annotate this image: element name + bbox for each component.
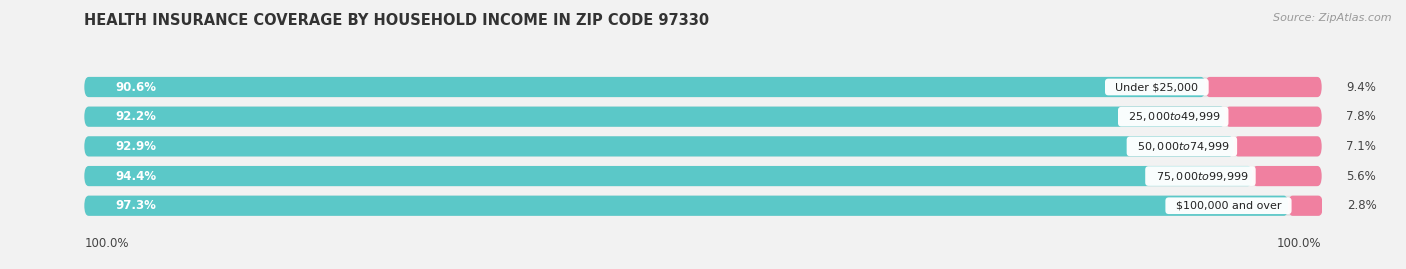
Text: 90.6%: 90.6% xyxy=(115,80,156,94)
Text: 100.0%: 100.0% xyxy=(1277,237,1322,250)
Text: 5.6%: 5.6% xyxy=(1347,169,1376,183)
FancyBboxPatch shape xyxy=(1288,196,1323,216)
FancyBboxPatch shape xyxy=(84,77,1322,97)
FancyBboxPatch shape xyxy=(1253,166,1322,186)
FancyBboxPatch shape xyxy=(1234,136,1322,157)
FancyBboxPatch shape xyxy=(84,107,1225,127)
Text: 7.8%: 7.8% xyxy=(1347,110,1376,123)
FancyBboxPatch shape xyxy=(84,136,1234,157)
FancyBboxPatch shape xyxy=(1205,77,1322,97)
FancyBboxPatch shape xyxy=(84,166,1253,186)
Text: HEALTH INSURANCE COVERAGE BY HOUSEHOLD INCOME IN ZIP CODE 97330: HEALTH INSURANCE COVERAGE BY HOUSEHOLD I… xyxy=(84,13,710,29)
Text: Source: ZipAtlas.com: Source: ZipAtlas.com xyxy=(1274,13,1392,23)
FancyBboxPatch shape xyxy=(84,77,1205,97)
Text: 94.4%: 94.4% xyxy=(115,169,156,183)
FancyBboxPatch shape xyxy=(84,196,1288,216)
Text: 2.8%: 2.8% xyxy=(1347,199,1378,212)
Text: Under $25,000: Under $25,000 xyxy=(1108,82,1205,92)
Legend: With Coverage, Without Coverage: With Coverage, Without Coverage xyxy=(568,264,838,269)
Text: 9.4%: 9.4% xyxy=(1347,80,1376,94)
Text: $25,000 to $49,999: $25,000 to $49,999 xyxy=(1122,110,1225,123)
Text: $50,000 to $74,999: $50,000 to $74,999 xyxy=(1130,140,1234,153)
FancyBboxPatch shape xyxy=(1225,107,1322,127)
Text: 97.3%: 97.3% xyxy=(115,199,156,212)
Text: 7.1%: 7.1% xyxy=(1347,140,1376,153)
Text: $75,000 to $99,999: $75,000 to $99,999 xyxy=(1149,169,1253,183)
Text: 92.9%: 92.9% xyxy=(115,140,156,153)
FancyBboxPatch shape xyxy=(84,107,1322,127)
FancyBboxPatch shape xyxy=(84,166,1322,186)
FancyBboxPatch shape xyxy=(84,196,1322,216)
Text: 100.0%: 100.0% xyxy=(84,237,129,250)
FancyBboxPatch shape xyxy=(84,136,1322,157)
Text: $100,000 and over: $100,000 and over xyxy=(1168,201,1288,211)
Text: 92.2%: 92.2% xyxy=(115,110,156,123)
